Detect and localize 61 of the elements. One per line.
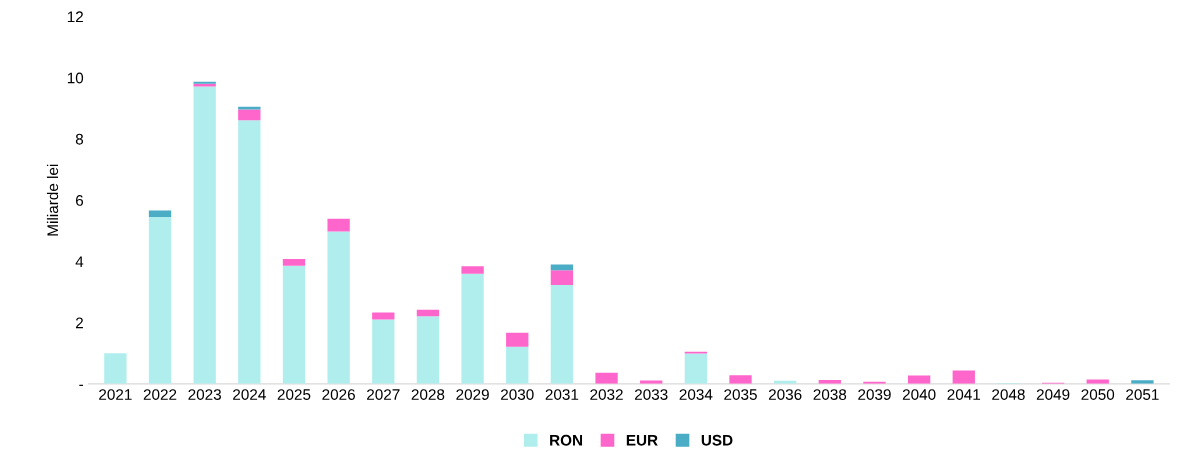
bar: [595, 372, 618, 384]
bar: [416, 316, 440, 384]
bar: [372, 319, 395, 384]
legend-label: EUR: [626, 435, 658, 446]
x-tick-label: 2050: [1081, 389, 1115, 400]
bar: [461, 273, 484, 384]
y-axis-title: Miliarde lei: [46, 164, 59, 236]
x-tick-label: 2028: [411, 389, 445, 400]
bar: [193, 86, 216, 384]
y-tick-label: 12: [67, 11, 83, 23]
bar: [282, 258, 306, 266]
x-tick-label: 2035: [724, 389, 757, 400]
bar: [550, 264, 574, 271]
x-tick-label: 2051: [1126, 389, 1159, 400]
bar: [104, 353, 127, 384]
bar: [952, 370, 975, 384]
bar: [327, 218, 350, 232]
bar: [372, 312, 395, 320]
bar: [550, 284, 574, 384]
x-tick-label: 2038: [813, 389, 847, 400]
bar: [506, 332, 529, 347]
y-tick-label: 6: [75, 195, 84, 206]
bar: [148, 210, 172, 218]
x-tick-label: 2048: [992, 389, 1025, 400]
legend-label: USD: [701, 434, 733, 446]
bar: [684, 353, 708, 384]
bar: [550, 270, 574, 285]
x-tick-label: 2022: [143, 389, 177, 400]
x-tick-label: 2040: [902, 389, 936, 400]
bar: [238, 109, 261, 121]
x-tick-label: 2024: [233, 389, 266, 400]
bar: [416, 309, 440, 317]
y-tick-label: 10: [67, 72, 84, 84]
x-tick-label: 2026: [322, 389, 355, 400]
bar: [729, 375, 752, 384]
x-tick-label: 2032: [590, 389, 623, 400]
y-tick-label: 8: [75, 133, 84, 145]
bar: [506, 346, 529, 384]
x-tick-label: 2021: [99, 389, 132, 400]
x-tick-label: 2036: [768, 389, 802, 400]
legend-label: RON: [550, 434, 583, 446]
bar: [327, 231, 350, 384]
x-tick-label: 2029: [456, 389, 489, 400]
x-tick-label: 2031: [545, 389, 579, 400]
bar: [238, 106, 261, 110]
x-tick-label: 2033: [634, 389, 668, 400]
y-tick-label: 2: [75, 317, 83, 329]
y-tick-label: 4: [75, 256, 84, 267]
x-tick-label: 2039: [858, 389, 891, 400]
x-tick-label: 2034: [679, 389, 713, 400]
x-tick-label: 2049: [1036, 389, 1070, 400]
x-tick-label: 2030: [501, 389, 534, 400]
x-tick-label: 2023: [188, 389, 221, 400]
x-tick-label: 2027: [367, 389, 400, 400]
bar: [148, 217, 172, 384]
x-tick-label: 2041: [947, 389, 981, 400]
bar: [282, 265, 306, 384]
bar: [238, 120, 261, 384]
y-tick-label: -: [79, 384, 84, 386]
bar: [461, 266, 484, 274]
x-tick-label: 2025: [277, 389, 311, 400]
